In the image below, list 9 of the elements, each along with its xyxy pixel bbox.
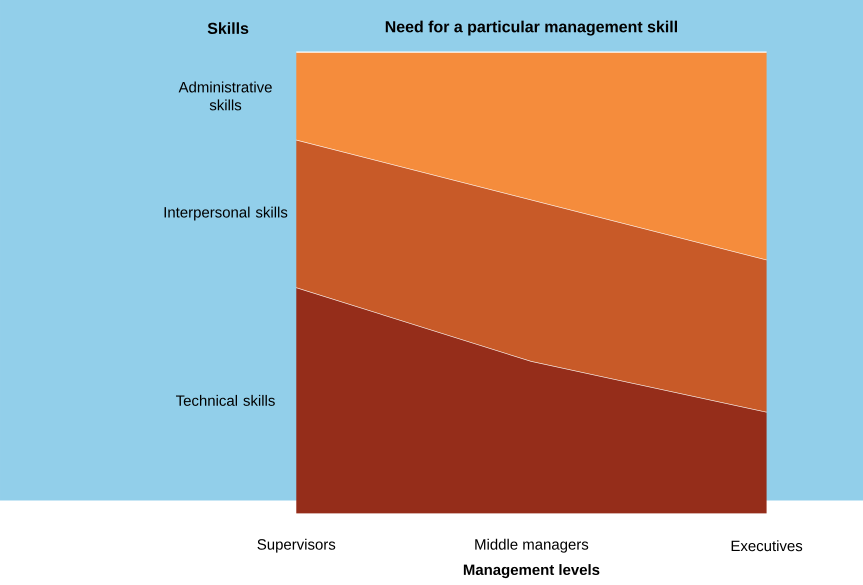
x-tick-label: Executives: [732, 540, 802, 552]
x-axis-title: Management levels: [464, 564, 600, 578]
series-label: Technical skills: [176, 394, 275, 406]
series-label: Interpersonal skills: [164, 206, 288, 220]
x-tick-label: Middle managers: [475, 538, 588, 552]
series-label: Administrative skills: [178, 81, 272, 110]
legend-title: Skills: [208, 22, 248, 34]
chart-title: Need for a particular management skill: [386, 20, 677, 36]
x-tick-label: Supervisors: [257, 538, 336, 552]
